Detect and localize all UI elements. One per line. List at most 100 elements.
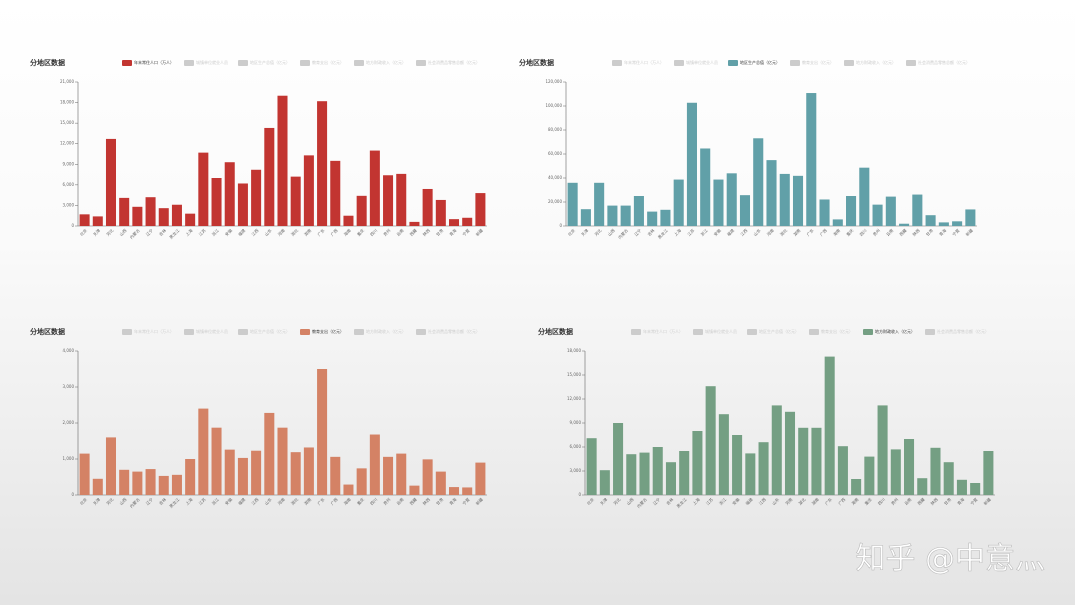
x-tick-label: 北京 bbox=[78, 496, 88, 506]
x-tick-label: 福建 bbox=[236, 227, 246, 237]
y-tick-label: 6,000 bbox=[63, 182, 75, 187]
bar bbox=[105, 138, 116, 226]
bar bbox=[660, 209, 671, 226]
x-tick-label: 贵州 bbox=[382, 496, 392, 506]
x-tick-label: 黑龙江 bbox=[168, 496, 181, 509]
bar bbox=[343, 215, 354, 226]
x-tick-label: 云南 bbox=[395, 496, 405, 506]
x-tick-label: 海南 bbox=[342, 496, 352, 506]
bar bbox=[864, 456, 875, 495]
x-tick-label: 上海 bbox=[691, 496, 701, 506]
bar bbox=[79, 214, 90, 226]
x-tick-label: 甘肃 bbox=[942, 496, 952, 506]
y-tick-label: 4,000 bbox=[63, 348, 75, 353]
x-tick-label: 天津 bbox=[598, 496, 608, 506]
bar bbox=[639, 452, 650, 495]
bar bbox=[317, 101, 328, 226]
bar bbox=[211, 427, 222, 495]
bar bbox=[673, 179, 684, 226]
bar bbox=[806, 93, 817, 226]
x-tick-label: 贵州 bbox=[889, 496, 899, 506]
bar bbox=[970, 483, 981, 495]
bar bbox=[599, 470, 610, 495]
x-tick-label: 山西 bbox=[625, 496, 635, 506]
bar bbox=[237, 183, 248, 226]
bar bbox=[732, 435, 743, 495]
legend-swatch bbox=[612, 60, 622, 66]
bar bbox=[851, 479, 862, 495]
y-tick-label: 100,000 bbox=[545, 103, 562, 108]
x-tick-label: 云南 bbox=[884, 227, 894, 237]
y-tick-label: 3,000 bbox=[63, 202, 75, 207]
x-tick-label: 重庆 bbox=[355, 227, 365, 237]
y-tick-label: 120,000 bbox=[545, 79, 562, 84]
legend-swatch bbox=[238, 329, 248, 335]
x-tick-label: 天津 bbox=[91, 227, 101, 237]
x-tick-label: 河南 bbox=[765, 227, 775, 237]
bar bbox=[92, 478, 103, 495]
legend-label: 地区生产总值（亿元） bbox=[759, 328, 799, 334]
x-tick-label: 辽宁 bbox=[632, 227, 642, 237]
bar bbox=[383, 175, 394, 226]
y-tick-label: 21,000 bbox=[60, 79, 74, 84]
bar bbox=[679, 451, 690, 495]
bar bbox=[904, 439, 915, 495]
bar bbox=[912, 194, 923, 226]
x-tick-label: 湖南 bbox=[302, 496, 312, 506]
y-tick-label: 1,000 bbox=[63, 456, 75, 461]
bar bbox=[462, 217, 473, 226]
x-tick-label: 江苏 bbox=[704, 496, 714, 506]
chart-title: 分地区数据 bbox=[538, 327, 573, 336]
bar bbox=[356, 195, 367, 226]
x-tick-label: 山东 bbox=[263, 227, 273, 237]
x-tick-label: 云南 bbox=[395, 227, 405, 237]
bar bbox=[145, 197, 156, 226]
bar bbox=[798, 427, 809, 495]
chart-title: 分地区数据 bbox=[519, 58, 554, 67]
bar bbox=[79, 453, 90, 495]
x-tick-label: 湖北 bbox=[778, 227, 788, 237]
bar bbox=[726, 173, 737, 226]
legend-label: 地方财政收入（亿元） bbox=[856, 59, 896, 65]
legend-label: 年末常住人口（万人） bbox=[624, 59, 664, 65]
bar bbox=[449, 219, 460, 226]
x-tick-label: 天津 bbox=[91, 496, 101, 506]
bar bbox=[917, 478, 928, 495]
y-tick-label: 3,000 bbox=[63, 384, 75, 389]
legend-swatch bbox=[844, 60, 854, 66]
x-tick-label: 贵州 bbox=[382, 227, 392, 237]
bar bbox=[626, 454, 637, 495]
bar bbox=[885, 196, 896, 226]
x-tick-label: 青海 bbox=[955, 496, 965, 506]
bar bbox=[930, 447, 941, 495]
bar bbox=[92, 216, 103, 226]
legend-label: 社会消费品零售总额（亿元） bbox=[918, 59, 970, 65]
legend-swatch bbox=[184, 60, 194, 66]
x-tick-label: 湖北 bbox=[797, 496, 807, 506]
bar bbox=[356, 468, 367, 495]
bar bbox=[832, 219, 843, 226]
bar bbox=[647, 211, 658, 226]
legend-swatch bbox=[809, 329, 819, 335]
legend-label: 地区生产总值（亿元） bbox=[740, 59, 780, 65]
x-tick-label: 吉林 bbox=[664, 496, 674, 506]
chart-title: 分地区数据 bbox=[30, 58, 65, 67]
bar bbox=[613, 423, 624, 495]
legend-label: 城镇单位就业人员 bbox=[686, 59, 718, 65]
x-tick-label: 陕西 bbox=[911, 227, 921, 237]
bar bbox=[396, 173, 407, 226]
legend-swatch bbox=[238, 60, 248, 66]
legend-label: 教育支出（亿元） bbox=[802, 59, 834, 65]
x-tick-label: 西藏 bbox=[408, 227, 418, 237]
y-tick-label: 12,000 bbox=[567, 396, 581, 401]
x-tick-label: 江西 bbox=[250, 496, 260, 506]
bar bbox=[396, 453, 407, 495]
x-tick-label: 河北 bbox=[593, 227, 603, 237]
bar bbox=[475, 462, 486, 495]
x-tick-label: 甘肃 bbox=[434, 496, 444, 506]
x-tick-label: 福建 bbox=[725, 227, 735, 237]
bar bbox=[369, 150, 380, 226]
bar bbox=[105, 437, 116, 495]
bar bbox=[983, 451, 994, 495]
x-tick-label: 广东 bbox=[823, 496, 833, 506]
